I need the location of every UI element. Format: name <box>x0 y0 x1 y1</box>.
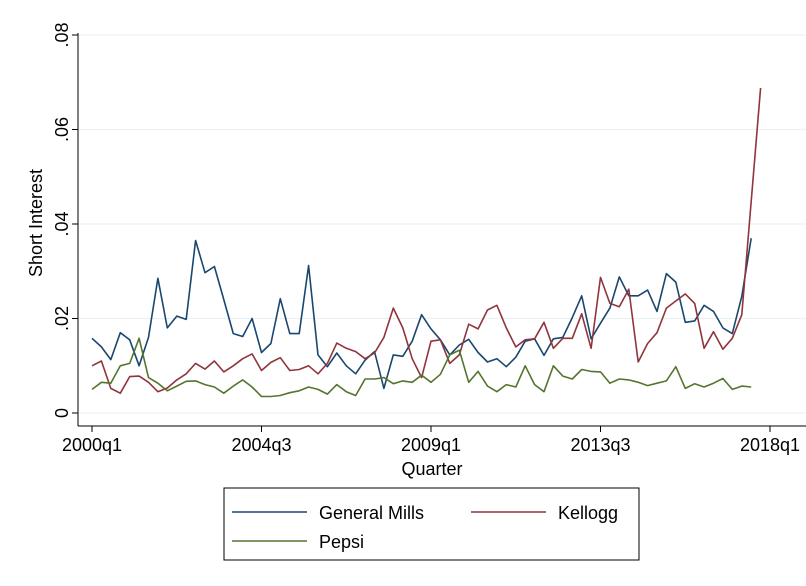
y-axis-title: Short Interest <box>26 169 46 277</box>
series-line <box>91 337 752 398</box>
axes <box>77 33 806 427</box>
y-tick-label: .08 <box>52 22 72 47</box>
y-ticks: 0 .02 .04 .06 .08 <box>52 22 78 418</box>
legend-label: Kellogg <box>558 503 618 523</box>
x-ticks: 2000q1 2004q3 2009q1 2013q3 2018q1 <box>62 426 800 455</box>
y-tick-label: .04 <box>52 211 72 236</box>
legend-label: Pepsi <box>319 532 364 552</box>
legend: General Mills Kellogg Pepsi <box>223 487 640 561</box>
x-tick-label: 2013q3 <box>570 435 630 455</box>
y-tick-label: .02 <box>52 306 72 331</box>
series-line <box>91 87 762 395</box>
series-lines <box>91 87 762 398</box>
y-tick-label: 0 <box>52 408 72 418</box>
legend-box <box>223 487 640 561</box>
x-tick-label: 2004q3 <box>231 435 291 455</box>
x-tick-label: 2009q1 <box>401 435 461 455</box>
legend-label: General Mills <box>319 503 424 523</box>
x-axis-title: Quarter <box>401 459 462 479</box>
gridlines <box>79 34 806 414</box>
series-line <box>91 238 752 390</box>
x-tick-label: 2000q1 <box>62 435 122 455</box>
x-tick-label: 2018q1 <box>740 435 800 455</box>
y-tick-label: .06 <box>52 117 72 142</box>
